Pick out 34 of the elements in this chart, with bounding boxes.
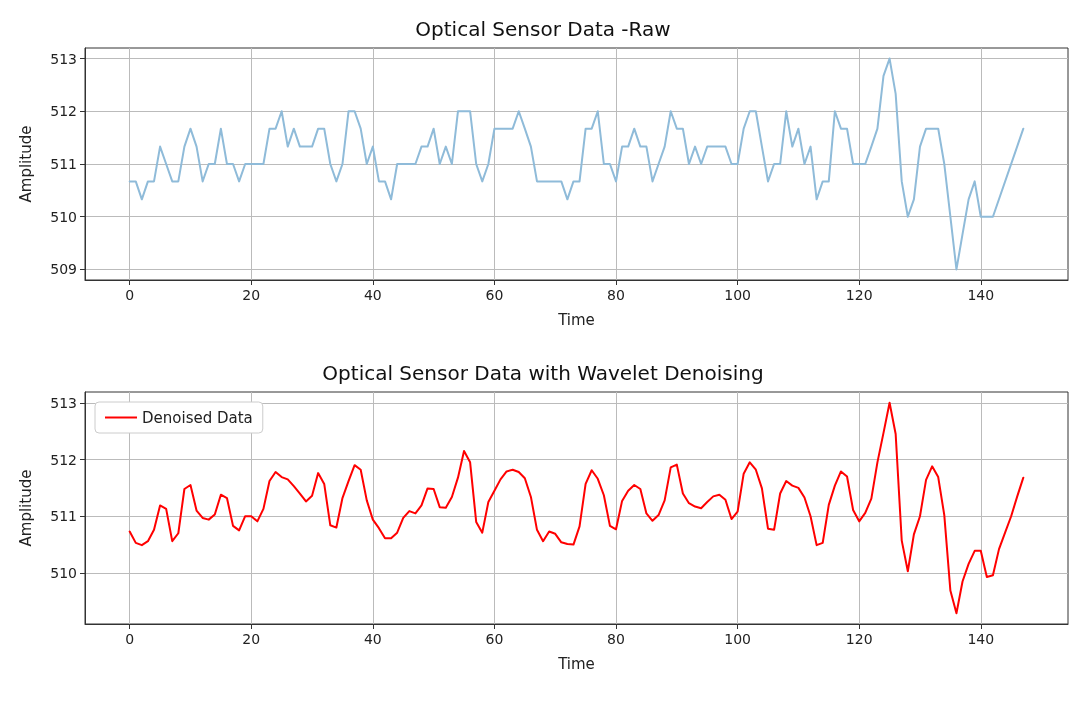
x-tick-label: 100 bbox=[724, 287, 751, 303]
y-tick-label: 512 bbox=[50, 103, 77, 120]
x-tick-label: 80 bbox=[607, 287, 625, 303]
y-tick-label: 509 bbox=[50, 261, 77, 278]
legend-label: Denoised Data bbox=[142, 408, 253, 427]
x-tick-label: 120 bbox=[845, 287, 873, 303]
y-tick-label: 512 bbox=[50, 451, 77, 468]
x-tick-label: 60 bbox=[485, 287, 504, 303]
chart-title: Optical Sensor Data with Wavelet Denoising bbox=[322, 361, 764, 385]
x-axis-title: Time bbox=[557, 654, 595, 673]
x-tick-label: 100 bbox=[724, 631, 751, 647]
x-tick-label: 60 bbox=[485, 631, 504, 647]
chart-title: Optical Sensor Data -Raw bbox=[415, 17, 671, 41]
y-tick-label: 511 bbox=[50, 508, 77, 525]
x-tick-label: 0 bbox=[125, 631, 135, 647]
y-tick-label: 513 bbox=[50, 394, 77, 411]
x-tick-label: 80 bbox=[607, 631, 625, 647]
y-tick-label: 511 bbox=[50, 156, 77, 172]
x-tick-label: 140 bbox=[967, 287, 995, 303]
x-tick-label: 20 bbox=[242, 631, 261, 647]
y-tick-label: 510 bbox=[50, 208, 77, 225]
x-tick-label: 140 bbox=[967, 631, 995, 647]
x-tick-label: 20 bbox=[242, 287, 261, 303]
y-tick-label: 510 bbox=[50, 564, 77, 581]
x-tick-label: 0 bbox=[125, 287, 135, 303]
y-axis-title: Amplitude bbox=[16, 125, 35, 203]
line-series bbox=[128, 401, 1025, 615]
x-tick-label: 40 bbox=[363, 631, 382, 647]
x-axis-title: Time bbox=[557, 310, 595, 329]
line-series bbox=[128, 57, 1025, 271]
x-tick-label: 120 bbox=[845, 631, 873, 647]
y-axis-title: Amplitude bbox=[16, 469, 35, 547]
x-tick-label: 40 bbox=[363, 287, 382, 303]
y-tick-label: 513 bbox=[50, 50, 77, 67]
